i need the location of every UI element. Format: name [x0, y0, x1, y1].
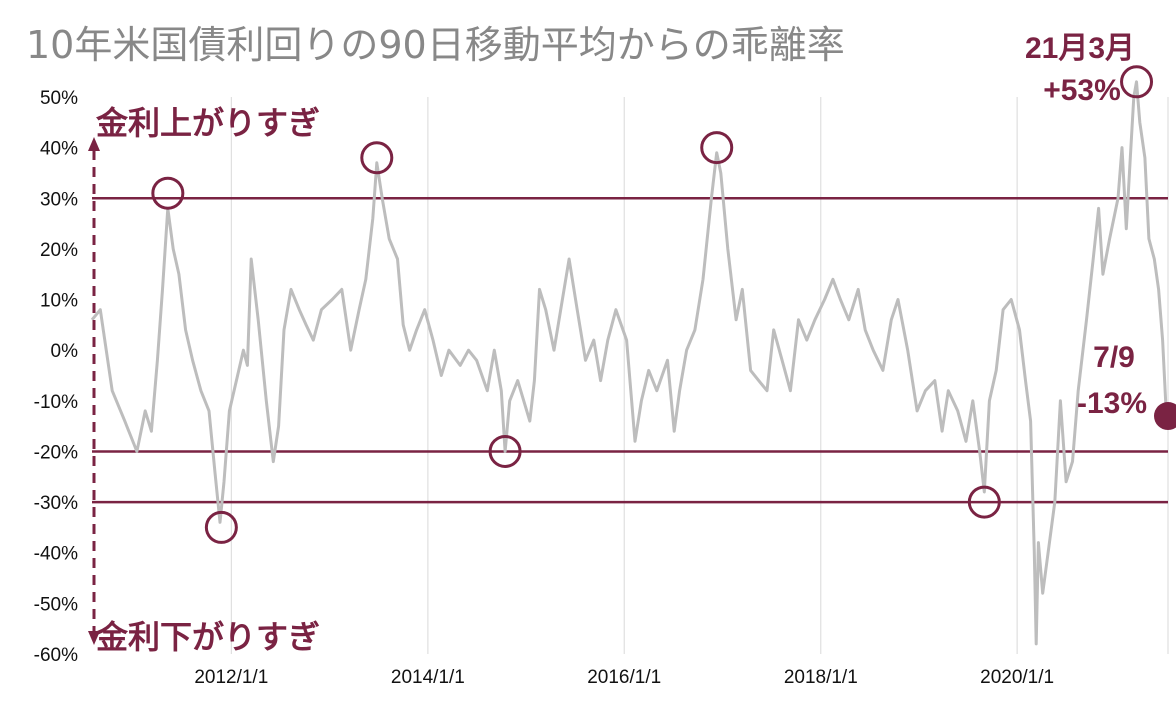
x-tick-label: 2012/1/1 — [194, 667, 268, 688]
peak-label-value: +53% — [1043, 74, 1121, 107]
y-tick-label: 50% — [40, 88, 78, 109]
latest-label-date: 7/9 — [1093, 341, 1135, 374]
y-tick-label: -60% — [34, 645, 78, 666]
x-tick-label: 2014/1/1 — [391, 667, 465, 688]
lower-arrow-label: 金利下がりすぎ — [95, 618, 320, 656]
series-line — [90, 80, 1168, 646]
y-tick-label: 0% — [51, 341, 79, 362]
reference-lines — [92, 197, 1168, 504]
x-tick-label: 2016/1/1 — [587, 667, 661, 688]
y-tick-label: 10% — [40, 291, 78, 312]
y-tick-label: 40% — [40, 139, 78, 160]
y-tick-label: -20% — [34, 442, 78, 463]
highlight-circle — [967, 485, 1001, 519]
highlight-circle — [204, 510, 238, 544]
highlight-circle — [488, 434, 522, 468]
upper-arrow-label: 金利上がりすぎ — [95, 104, 320, 142]
x-tick-label: 2020/1/1 — [980, 667, 1054, 688]
y-tick-label: -40% — [34, 544, 78, 565]
y-tick-label: -10% — [34, 392, 78, 413]
chart-title: 10年米国債利回りの90日移動平均からの乖離率 — [26, 23, 845, 67]
peak-label-month: 21月3月 — [1025, 32, 1135, 65]
highlight-circle — [1120, 65, 1154, 99]
latest-point-marker — [1154, 402, 1176, 431]
y-tick-label: -50% — [34, 594, 78, 615]
grid-lines — [230, 97, 1169, 654]
y-tick-label: 20% — [40, 240, 78, 261]
y-axis-ticks: 50% 40% 30% 20% 10% 0% -10% -20% -30% -40% -50% -60… — [34, 88, 78, 666]
highlight-circle — [700, 131, 734, 165]
x-axis-ticks: 2012/1/1 2014/1/1 2016/1/1 2018/1/1 2020/1/1 — [194, 667, 1054, 688]
arrow-down-icon — [88, 631, 100, 645]
latest-label-value: -13% — [1077, 387, 1147, 420]
vertical-arrow — [88, 137, 100, 645]
y-tick-label: -30% — [34, 493, 78, 514]
arrow-up-icon — [88, 137, 100, 151]
x-tick-label: 2018/1/1 — [784, 667, 858, 688]
highlight-markers — [151, 65, 1176, 544]
y-tick-label: 30% — [40, 189, 78, 210]
highlight-circle — [360, 141, 394, 175]
highlight-circle — [151, 176, 185, 210]
